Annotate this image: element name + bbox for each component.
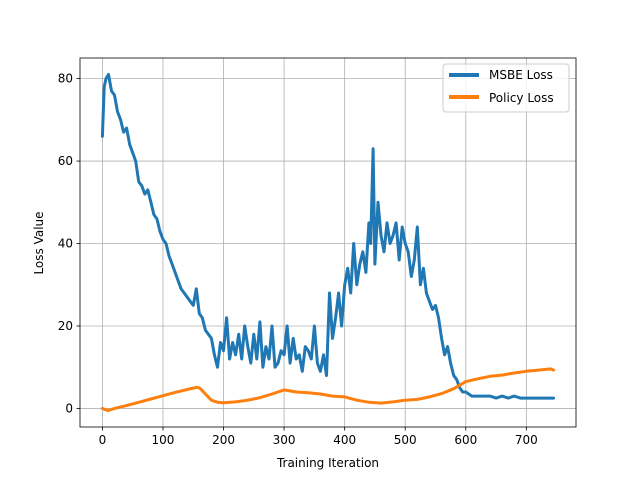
series-group	[100, 73, 556, 412]
x-tick-label: 200	[212, 433, 235, 447]
series-line-msbe-loss	[100, 73, 556, 400]
x-axis-label: Training Iteration	[276, 456, 379, 470]
axis-ticks: 0 100 200 300 400 500 600 700 0 20 40 60 80	[58, 72, 538, 447]
x-tick-label: 100	[152, 433, 175, 447]
y-tick-label: 20	[58, 319, 73, 333]
x-tick-label: 300	[273, 433, 296, 447]
x-tick-label: 400	[333, 433, 356, 447]
y-tick-label: 60	[58, 154, 73, 168]
y-axis-label: Loss Value	[32, 211, 46, 274]
x-tick-label: 700	[515, 433, 538, 447]
x-tick-label: 600	[454, 433, 477, 447]
y-tick-label: 80	[58, 72, 73, 86]
x-tick-label: 0	[99, 433, 107, 447]
series-line-policy-loss	[100, 367, 556, 412]
y-tick-label: 40	[58, 237, 73, 251]
y-tick-label: 0	[65, 401, 73, 415]
legend: MSBE Loss Policy Loss	[442, 63, 570, 113]
x-tick-label: 500	[394, 433, 417, 447]
plot-frame	[79, 57, 577, 428]
legend-label-msbe-loss: MSBE Loss	[489, 68, 553, 82]
legend-label-policy-loss: Policy Loss	[489, 91, 554, 105]
